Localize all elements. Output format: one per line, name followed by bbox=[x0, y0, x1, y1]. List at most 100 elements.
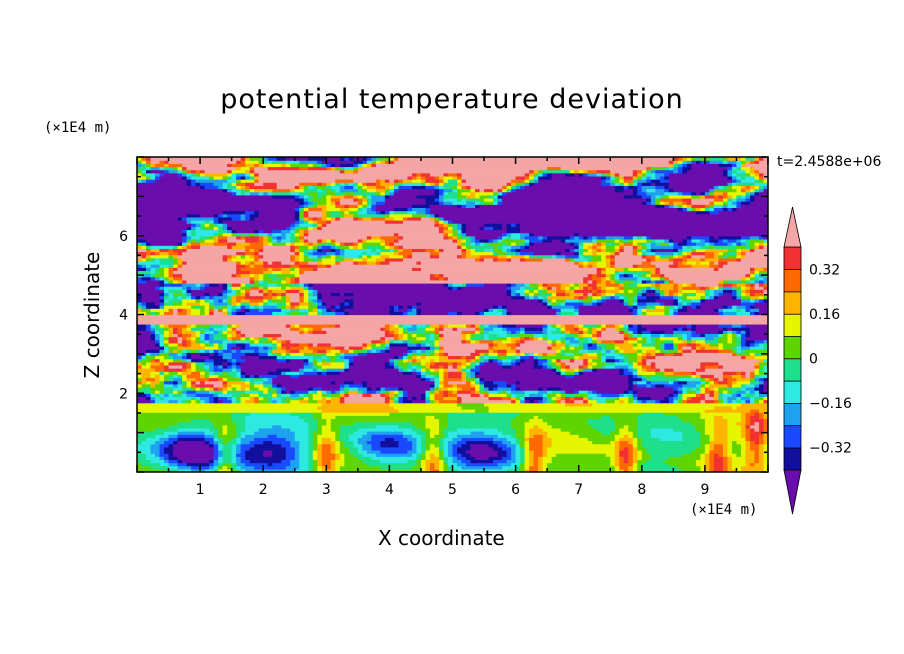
field-cell bbox=[637, 440, 643, 445]
field-cell bbox=[592, 358, 602, 363]
field-cell bbox=[308, 330, 314, 334]
field-cell bbox=[420, 301, 544, 306]
field-cell bbox=[619, 323, 625, 328]
field-cell bbox=[551, 358, 557, 363]
field-cell bbox=[398, 364, 404, 369]
field-cell bbox=[578, 327, 584, 331]
field-cell bbox=[186, 399, 192, 404]
field-cell bbox=[438, 213, 768, 218]
field-cell bbox=[632, 242, 638, 246]
field-cell bbox=[330, 213, 341, 218]
field-cell bbox=[520, 242, 526, 246]
field-cell bbox=[236, 459, 242, 464]
field-cell bbox=[745, 191, 751, 196]
field-cell bbox=[565, 336, 575, 341]
field-cell bbox=[411, 248, 427, 253]
field-cell bbox=[335, 443, 341, 448]
field-cell bbox=[673, 308, 679, 312]
field-cell bbox=[560, 311, 575, 316]
field-cell bbox=[713, 289, 724, 294]
field-cell bbox=[312, 330, 327, 334]
field-cell bbox=[655, 242, 661, 246]
field-cell bbox=[371, 443, 381, 448]
field-cell bbox=[177, 380, 183, 385]
field-cell bbox=[443, 232, 449, 237]
field-cell bbox=[637, 383, 647, 388]
field-cell bbox=[668, 289, 679, 294]
field-cell bbox=[420, 311, 449, 316]
field-cell bbox=[222, 449, 233, 454]
field-cell bbox=[502, 339, 512, 344]
field-cell bbox=[195, 364, 201, 369]
field-cell bbox=[389, 330, 395, 334]
field-cell bbox=[416, 456, 422, 460]
field-cell bbox=[524, 453, 530, 457]
field-cell bbox=[646, 361, 652, 366]
field-cell bbox=[686, 207, 692, 212]
field-cell bbox=[497, 383, 508, 388]
field-cell bbox=[646, 336, 652, 341]
field-cell bbox=[299, 260, 309, 265]
field-cell bbox=[614, 361, 629, 366]
field-cell bbox=[393, 191, 436, 196]
field-cell bbox=[560, 336, 566, 341]
field-cell bbox=[497, 434, 512, 438]
field-cell bbox=[213, 308, 219, 312]
field-cell bbox=[713, 254, 720, 259]
field-cell bbox=[727, 197, 733, 202]
field-cell bbox=[529, 399, 535, 404]
field-cell bbox=[312, 194, 318, 199]
field-cell bbox=[155, 301, 161, 306]
field-cell bbox=[529, 456, 535, 460]
field-cell bbox=[168, 377, 174, 382]
field-cell bbox=[429, 251, 440, 256]
field-cell bbox=[637, 295, 647, 300]
field-cell bbox=[731, 393, 738, 397]
field-cell bbox=[763, 412, 768, 416]
field-cell bbox=[704, 453, 711, 457]
field-cell bbox=[393, 358, 400, 363]
field-cell bbox=[240, 323, 287, 328]
field-cell bbox=[245, 295, 264, 300]
field-cell bbox=[317, 242, 323, 246]
field-cell bbox=[704, 390, 711, 394]
field-cell bbox=[515, 443, 521, 448]
field-cell bbox=[682, 418, 706, 423]
field-cell bbox=[290, 264, 300, 268]
field-cell bbox=[533, 242, 571, 246]
field-cell bbox=[754, 449, 760, 454]
field-cell bbox=[326, 355, 332, 360]
field-cell bbox=[551, 292, 557, 297]
field-cell bbox=[722, 453, 729, 457]
field-cell bbox=[488, 323, 499, 328]
field-cell bbox=[168, 270, 174, 275]
field-cell bbox=[754, 383, 760, 388]
field-cell bbox=[191, 223, 197, 227]
field-cell bbox=[592, 238, 598, 243]
field-cell bbox=[443, 377, 463, 382]
field-cell bbox=[164, 431, 179, 435]
field-cell bbox=[438, 333, 445, 338]
field-cell bbox=[308, 421, 318, 426]
field-cell bbox=[222, 431, 228, 435]
field-cell bbox=[227, 390, 246, 394]
field-cell bbox=[461, 396, 490, 401]
field-cell bbox=[758, 242, 765, 246]
field-cell bbox=[668, 399, 674, 404]
field-cell bbox=[470, 386, 476, 391]
field-cell bbox=[429, 207, 679, 212]
field-cell bbox=[650, 364, 656, 369]
field-cell bbox=[475, 390, 481, 394]
field-cell bbox=[231, 358, 237, 363]
field-cell bbox=[362, 207, 368, 212]
field-cell bbox=[245, 216, 251, 221]
field-cell bbox=[740, 295, 751, 300]
field-cell bbox=[164, 386, 174, 391]
field-cell bbox=[393, 188, 400, 193]
field-cell bbox=[736, 330, 742, 334]
field-cell bbox=[204, 226, 215, 231]
field-cell bbox=[321, 440, 336, 445]
field-cell bbox=[547, 396, 553, 401]
field-cell bbox=[407, 327, 418, 331]
field-cell bbox=[168, 273, 174, 278]
